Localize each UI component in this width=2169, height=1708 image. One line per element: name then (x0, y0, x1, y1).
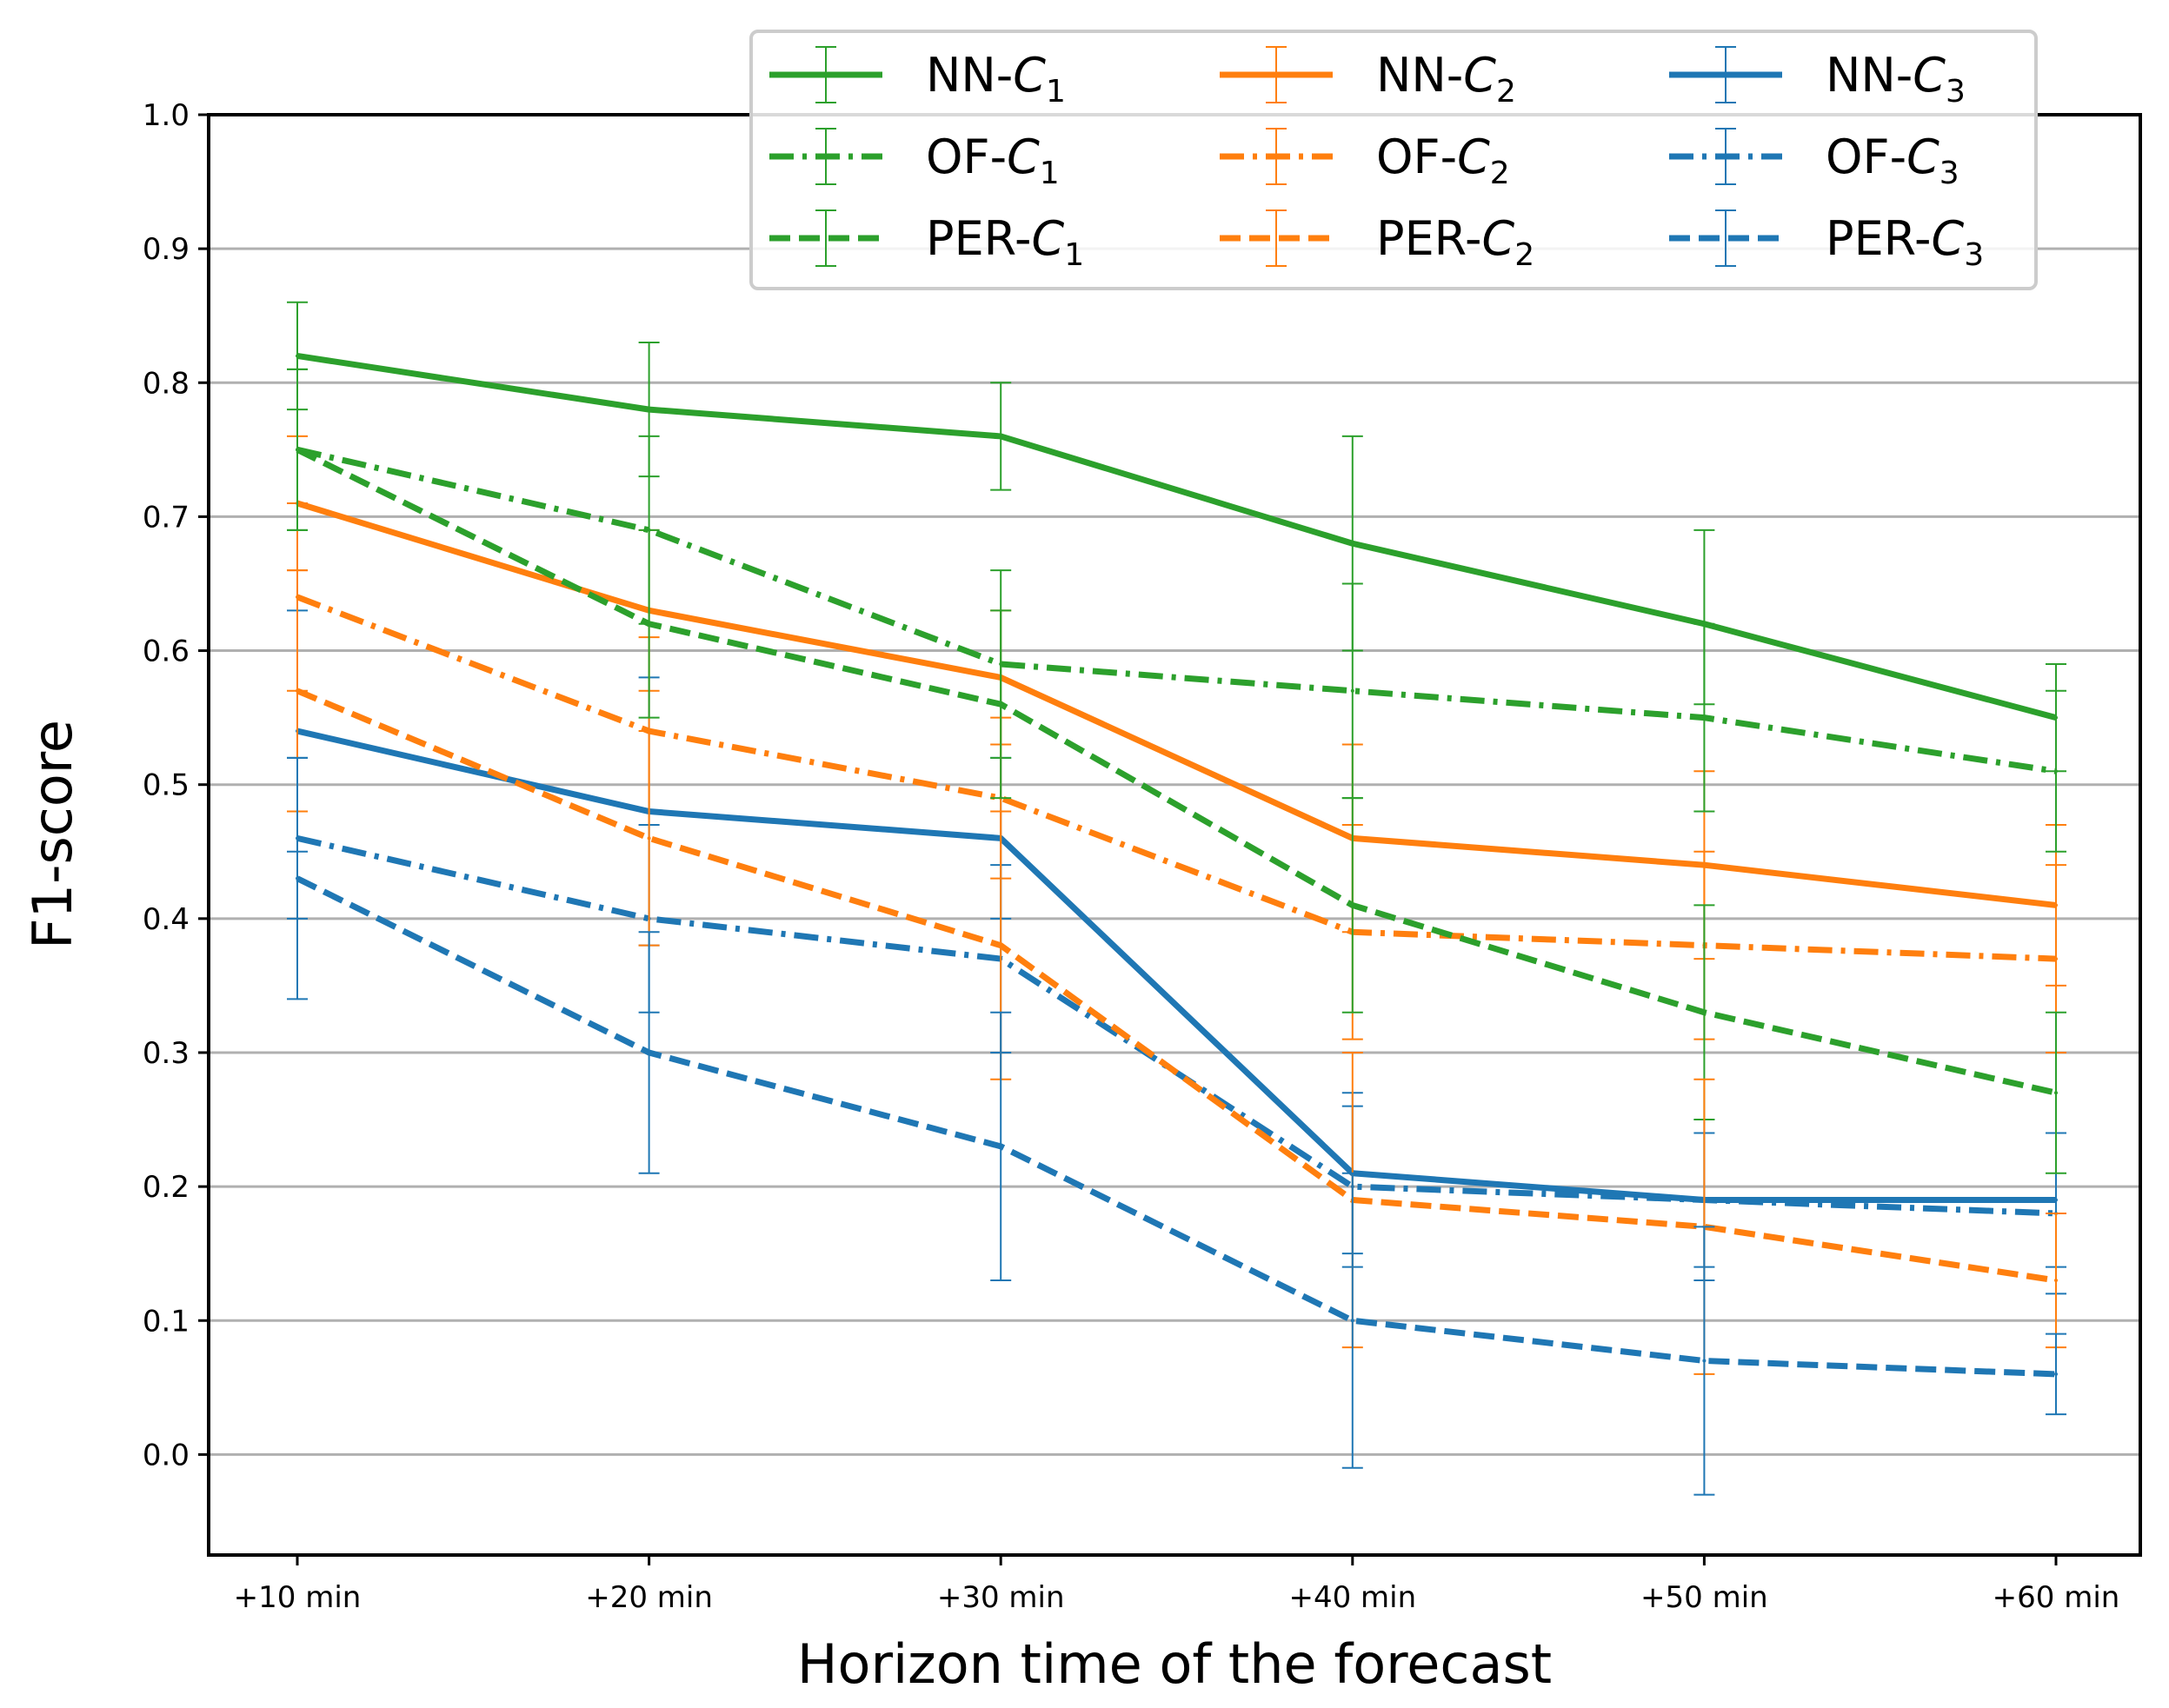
data-point (999, 434, 1003, 438)
x-tick-label: +40 min (1288, 1580, 1416, 1615)
data-point (296, 354, 299, 358)
data-point (999, 943, 1003, 947)
data-point (647, 836, 651, 841)
data-point (1350, 1319, 1354, 1323)
x-axis-title: Horizon time of the forecast (797, 1632, 1552, 1696)
data-point (296, 448, 299, 452)
y-tick-label: 0.2 (143, 1170, 190, 1205)
y-tick-label: 0.9 (143, 232, 190, 267)
legend: NN-C1 NN-C2 NN-C3 OF-C1 OF-C2 OF-C3 PER-C1 PER-… (749, 30, 2038, 290)
y-tick-label: 0.3 (143, 1036, 190, 1071)
legend-label: OF-C2 (1376, 130, 1510, 191)
data-point (1350, 542, 1354, 546)
legend-item-of-c2: OF-C2 (1220, 128, 1510, 191)
series-per-c3 (287, 756, 2066, 1496)
data-point (296, 876, 299, 881)
legend-label: NN-C1 (926, 48, 1066, 110)
data-point (296, 688, 299, 693)
y-tick-label: 0.7 (143, 500, 190, 535)
y-tick-label: 0.6 (143, 635, 190, 669)
x-tick-label: +30 min (937, 1580, 1065, 1615)
series-line (296, 594, 2057, 962)
axis-ticks: 0.0 0.1 0.2 0.3 0.4 0.5 0.6 0.7 0.8 0.9 1.0 +10 min… (143, 98, 2119, 1615)
data-point (647, 408, 651, 412)
legend-label: NN-C2 (1376, 48, 1516, 110)
series-line (296, 875, 2057, 1378)
y-tick-label: 0.4 (143, 902, 190, 937)
series-line (296, 688, 2057, 1284)
x-tick-label: +20 min (585, 1580, 713, 1615)
legend-label: PER-C1 (926, 211, 1084, 273)
x-tick-label: +50 min (1640, 1580, 1768, 1615)
y-axis-title: F1-score (21, 720, 84, 949)
data-point (1702, 1359, 1707, 1363)
data-point (1702, 715, 1707, 720)
series-line (296, 447, 2057, 1096)
series-line (296, 446, 2057, 774)
data-point (2054, 1372, 2058, 1376)
legend-item-nn-c3: NN-C3 (1669, 46, 1966, 110)
legend-item-per-c2: PER-C2 (1220, 209, 1534, 273)
y-tick-label: 0.8 (143, 366, 190, 401)
y-tick-label: 1.0 (143, 98, 190, 133)
legend-label: OF-C3 (1826, 130, 1959, 191)
legend-label: PER-C2 (1376, 211, 1534, 273)
legend-item-of-c3: OF-C3 (1669, 128, 1959, 191)
data-point (999, 1144, 1003, 1148)
data-point (647, 1050, 651, 1054)
data-point (2054, 957, 2058, 961)
x-tick-label: +10 min (234, 1580, 362, 1615)
data-point (2054, 1279, 2058, 1283)
legend-box (749, 30, 2038, 290)
y-tick-label: 0.5 (143, 768, 190, 803)
data-point (647, 621, 651, 626)
legend-label: PER-C3 (1826, 211, 1984, 273)
data-point (1350, 688, 1354, 693)
legend-item-per-c3: PER-C3 (1669, 209, 1984, 273)
y-tick-label: 0.0 (143, 1438, 190, 1472)
legend-label: OF-C1 (926, 130, 1060, 191)
legend-item-of-c1: OF-C1 (769, 128, 1060, 191)
series-layer (287, 301, 2066, 1496)
data-point (2054, 1091, 2058, 1095)
data-point (1350, 903, 1354, 907)
legend-item-nn-c2: NN-C2 (1220, 46, 1516, 110)
legend-item-per-c1: PER-C1 (769, 209, 1084, 273)
data-point (1702, 1010, 1707, 1014)
data-point (2054, 769, 2058, 774)
x-tick-label: +60 min (1993, 1580, 2120, 1615)
series-line (296, 352, 2057, 721)
legend-label: NN-C3 (1826, 48, 1966, 110)
legend-item-nn-c1: NN-C1 (769, 46, 1066, 110)
data-point (999, 702, 1003, 707)
y-tick-label: 0.1 (143, 1304, 190, 1339)
